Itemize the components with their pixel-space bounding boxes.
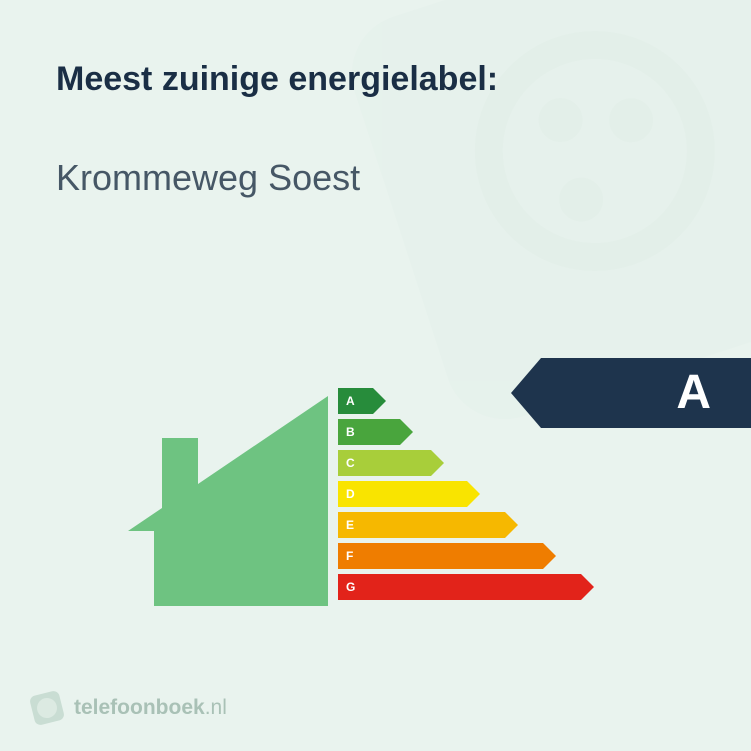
energy-bar-label: G xyxy=(346,574,355,600)
energy-bar-label: D xyxy=(346,481,355,507)
location-name: Krommeweg Soest xyxy=(56,157,695,199)
house-icon xyxy=(128,386,328,606)
energy-bar-label: F xyxy=(346,543,353,569)
result-letter: A xyxy=(676,358,711,428)
energy-bar-label: B xyxy=(346,419,355,445)
page-title: Meest zuinige energielabel: xyxy=(56,60,695,99)
footer-brand-name: telefoonboek xyxy=(74,696,205,719)
energy-bar-label: A xyxy=(346,388,355,414)
footer-brand: telefoonboek.nl xyxy=(74,696,227,720)
footer: telefoonboek.nl xyxy=(32,693,227,723)
result-badge: A xyxy=(511,358,751,428)
energy-bar-label: C xyxy=(346,450,355,476)
energy-bar-label: E xyxy=(346,512,354,538)
footer-brand-tld: .nl xyxy=(205,696,227,719)
footer-logo-icon xyxy=(29,690,65,726)
